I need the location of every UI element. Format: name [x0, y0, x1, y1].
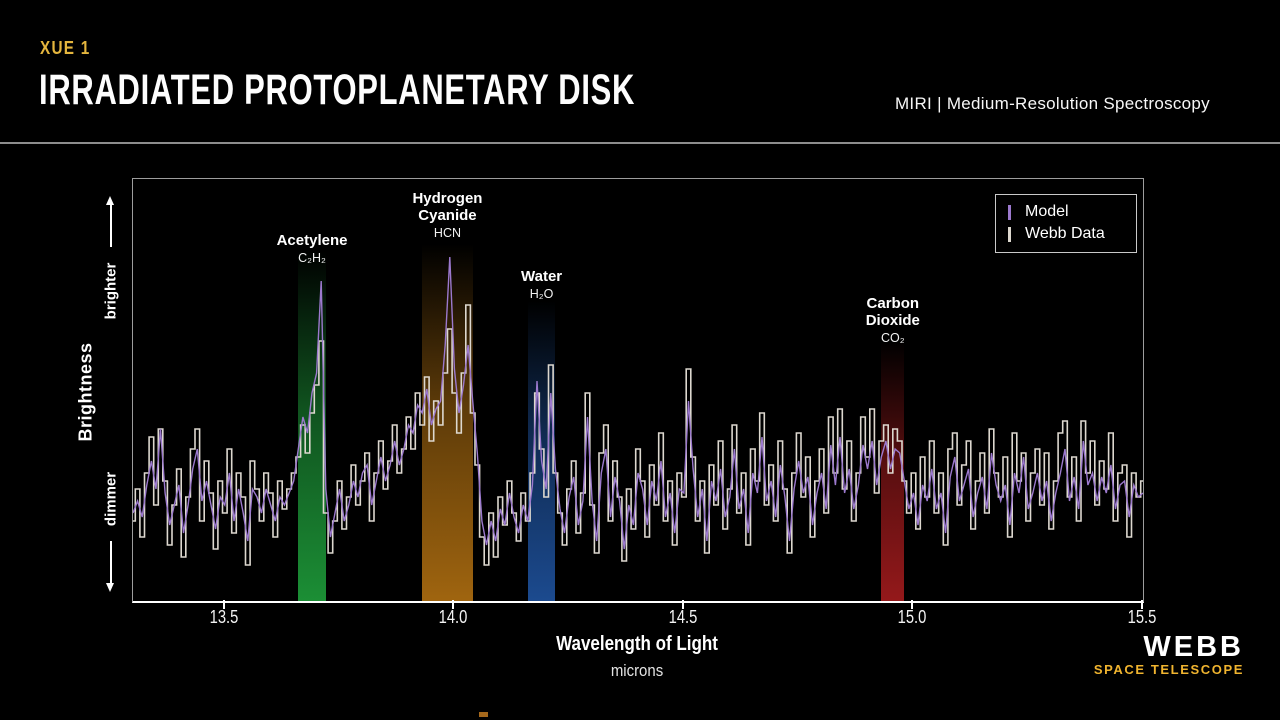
- y-axis-brighter-label: brighter: [102, 262, 120, 320]
- x-tick-label: 13.5: [209, 607, 239, 627]
- x-tick-label: 15.0: [898, 607, 927, 627]
- arrow-down-icon: [106, 583, 114, 592]
- molecule-label-carbon-dioxide: Carbon Dioxide CO₂: [866, 295, 920, 347]
- x-tick-label: 14.0: [438, 607, 468, 627]
- model-line-swatch: [1008, 204, 1011, 220]
- y-axis-dimmer-label: dimmer: [102, 471, 120, 527]
- x-tick-mark: [911, 600, 914, 609]
- molecule-name: Hydrogen: [412, 190, 483, 207]
- x-tick-mark: [681, 600, 684, 609]
- legend: Model Webb Data: [995, 194, 1137, 253]
- molecule-label-hydrogen-cyanide: Hydrogen Cyanide HCN: [412, 190, 482, 242]
- x-tick-mark: [222, 600, 225, 609]
- legend-label-model: Model: [1025, 203, 1069, 220]
- spectrum-plot: Acetylene C₂H₂ Hydrogen Cyanide HCN Water H₂O C…: [132, 178, 1144, 603]
- spectrum-canvas: [133, 256, 1143, 566]
- header-divider: [0, 142, 1280, 144]
- webb-data-line-swatch: [1008, 226, 1011, 242]
- arrow-up-line: [110, 205, 112, 247]
- legend-item-model: Model: [1008, 201, 1136, 223]
- x-tick-label: 14.5: [668, 607, 698, 627]
- arrow-down-line: [110, 541, 112, 583]
- molecule-formula: HCN: [433, 226, 462, 240]
- molecule-name: Acetylene: [276, 232, 348, 249]
- arrow-up-icon: [106, 196, 114, 205]
- legend-label-webb-data: Webb Data: [1025, 225, 1105, 242]
- molecule-formula: CO₂: [880, 331, 905, 345]
- object-name: XUE 1: [40, 38, 91, 58]
- x-axis-title: Wavelength of Light: [556, 633, 718, 655]
- x-tick-mark: [1141, 600, 1143, 609]
- video-progress-fragment: [479, 712, 488, 717]
- x-tick-mark: [452, 600, 455, 609]
- instrument-label: MIRI | Medium-Resolution Spectroscopy: [894, 94, 1210, 113]
- y-axis-title: Brightness: [75, 342, 96, 442]
- molecule-name: Dioxide: [865, 312, 920, 329]
- webb-logo-wordmark: WEBB: [1143, 631, 1244, 663]
- molecule-formula: H₂O: [529, 287, 554, 301]
- molecule-name: Water: [521, 268, 563, 285]
- molecule-formula: C₂H₂: [298, 251, 326, 265]
- page-title: IRRADIATED PROTOPLANETARY DISK: [39, 66, 636, 114]
- x-axis-units: microns: [610, 661, 664, 680]
- model-line: [133, 256, 1143, 550]
- webb-logo: WEBB SPACE TELESCOPE: [1094, 632, 1244, 677]
- molecule-labels-layer: Acetylene C₂H₂ Hydrogen Cyanide HCN Water H₂O C…: [133, 179, 1143, 601]
- molecule-label-water: Water H₂O: [521, 268, 562, 303]
- webb-logo-subtitle: SPACE TELESCOPE: [1093, 662, 1244, 677]
- x-tick-label: 15.5: [1127, 607, 1157, 627]
- molecule-label-acetylene: Acetylene C₂H₂: [277, 232, 348, 267]
- legend-item-webb-data: Webb Data: [1008, 223, 1136, 245]
- molecule-name: Carbon: [866, 295, 920, 312]
- molecule-name: Cyanide: [418, 207, 477, 224]
